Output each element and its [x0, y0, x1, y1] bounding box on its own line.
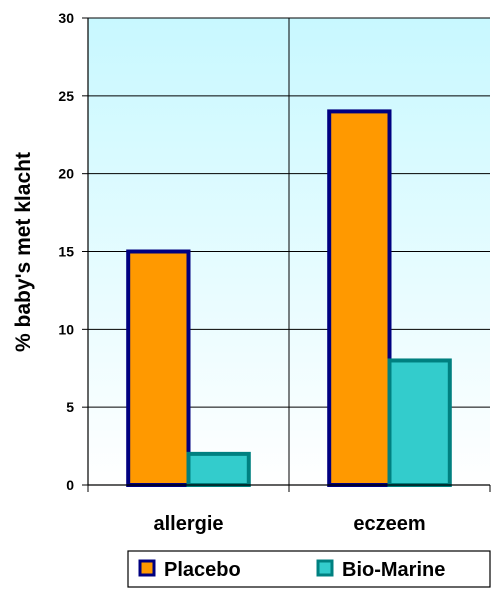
y-tick-label: 25	[58, 88, 74, 104]
x-category-labels: allergie eczeem	[153, 513, 425, 535]
y-tick-labels: 0 5 10 15 20 25 30	[58, 10, 74, 493]
legend-swatch	[316, 559, 334, 577]
bar-placebo-eczeem	[327, 109, 392, 488]
legend-label: Bio-Marine	[342, 559, 445, 581]
legend: Placebo Bio-Marine	[127, 550, 491, 588]
y-tick-label: 10	[58, 321, 74, 337]
bar-bio-marine-eczeem	[387, 358, 452, 488]
y-tick-label: 5	[66, 399, 74, 415]
x-category-label: eczeem	[353, 513, 425, 535]
y-tick-label: 30	[58, 10, 74, 26]
y-tick-label: 20	[58, 166, 74, 182]
x-category-label: allergie	[153, 513, 223, 535]
bar-placebo-allergie	[126, 249, 191, 487]
axes	[82, 17, 491, 492]
y-axis-label: % baby's met klacht	[12, 152, 35, 352]
bar-bio-marine-allergie	[186, 451, 251, 488]
legend-swatch	[138, 559, 156, 577]
y-tick-label: 15	[58, 244, 74, 260]
legend-box	[127, 550, 491, 588]
y-tick-label: 0	[66, 477, 74, 493]
legend-label: Placebo	[164, 559, 241, 581]
